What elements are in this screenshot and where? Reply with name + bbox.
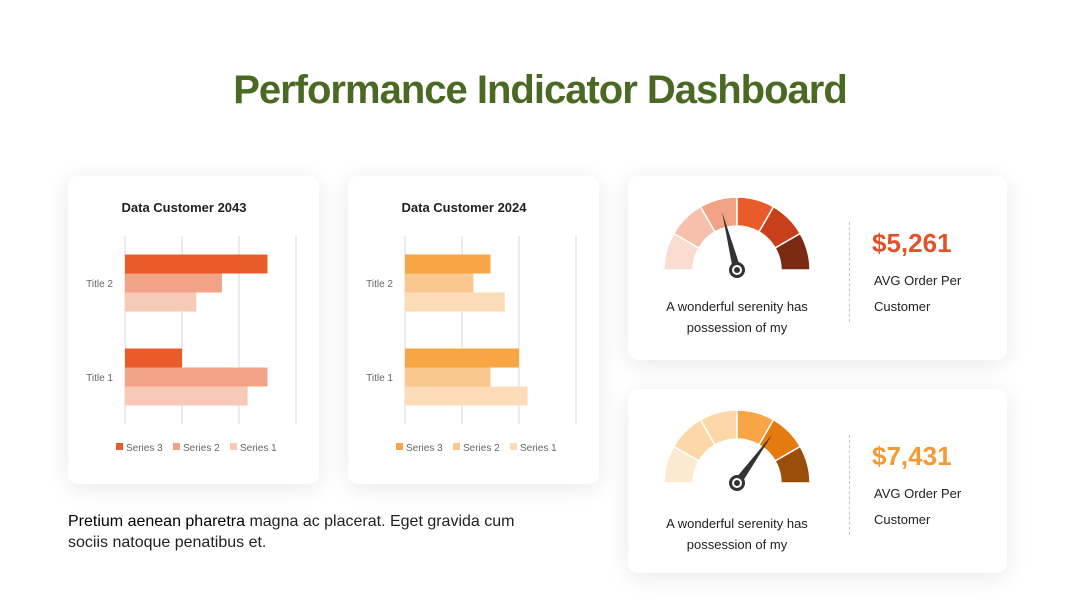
gauge-value-label: AVG Order Per Customer <box>874 273 962 314</box>
bar <box>125 273 222 293</box>
page-title: Performance Indicator Dashboard <box>233 68 848 112</box>
legend-swatch <box>510 443 517 450</box>
legend-swatch <box>116 443 123 450</box>
tick-label: Title 1 <box>86 373 113 384</box>
tick-label: Title 2 <box>86 279 113 290</box>
bar <box>405 292 505 312</box>
body-text: Pretium aenean pharetra magna ac placera… <box>68 511 538 553</box>
chart-title: Data Customer 2043 <box>122 200 247 215</box>
bar <box>125 254 268 274</box>
legend-label: Series 1 <box>240 443 277 454</box>
body-text-rest: magna ac placerat. Eget gravida cum soci… <box>68 513 515 551</box>
tick-label: Title 1 <box>366 373 393 384</box>
gauge-icon <box>663 409 811 491</box>
divider <box>849 222 850 322</box>
chart-title: Data Customer 2024 <box>402 200 528 215</box>
divider <box>849 435 850 535</box>
gauge-segment <box>774 232 811 271</box>
bar-chart-2043: Data Customer 2043 Title 2 Title 1 Series 3… <box>86 200 297 454</box>
gauge-needle <box>733 434 773 486</box>
bar <box>405 348 519 368</box>
gauge-value: $7,431 <box>872 441 952 471</box>
gauge-hub-center <box>734 267 740 273</box>
gauge-value: $5,261 <box>872 228 952 258</box>
gauge-value-label: AVG Order Per Customer <box>874 486 962 527</box>
tick-label: Title 2 <box>366 279 393 290</box>
legend-label: Series 2 <box>183 443 220 454</box>
bar <box>405 254 491 274</box>
legend-swatch <box>173 443 180 450</box>
legend-label: Series 1 <box>520 443 557 454</box>
legend-label: Series 3 <box>406 443 443 454</box>
bar <box>125 292 197 312</box>
legend-label: Series 3 <box>126 443 163 454</box>
gauge-card-2: A wonderful serenity has possession of m… <box>628 389 1007 573</box>
bar <box>405 367 491 387</box>
gauge-icon <box>663 196 811 278</box>
bar <box>405 386 528 406</box>
legend-swatch <box>396 443 403 450</box>
gauge-segment <box>774 445 811 484</box>
gauge-caption: A wonderful serenity has possession of m… <box>666 516 808 552</box>
legend-label: Series 2 <box>463 443 500 454</box>
gauge-caption: A wonderful serenity has possession of m… <box>666 299 808 335</box>
bar-chart-2024: Data Customer 2024 Title 2 Title 1 Series 3… <box>366 200 577 454</box>
bar <box>125 348 182 368</box>
chart-card-2043: Data Customer 2043 Title 2 Title 1 Series 3… <box>68 176 319 484</box>
gauge-needle <box>722 211 741 271</box>
legend-swatch <box>230 443 237 450</box>
gauge-card-1: A wonderful serenity has possession of m… <box>628 176 1007 360</box>
body-text-strong: Pretium aenean pharetra <box>68 513 245 530</box>
gauge-hub-center <box>734 480 740 486</box>
bar <box>125 386 248 406</box>
chart-card-2024: Data Customer 2024 Title 2 Title 1 Series 3… <box>348 176 599 484</box>
bar <box>125 367 268 387</box>
legend-swatch <box>453 443 460 450</box>
bar <box>405 273 474 293</box>
